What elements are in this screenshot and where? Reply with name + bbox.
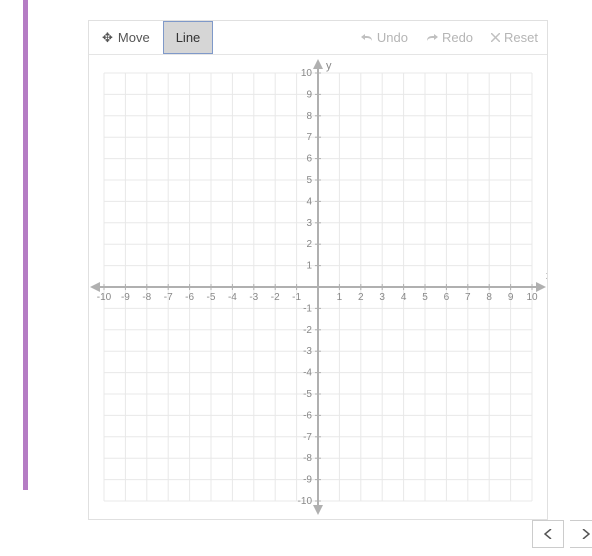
svg-text:-5: -5	[207, 292, 216, 303]
svg-text:-3: -3	[249, 292, 258, 303]
svg-text:1: 1	[306, 261, 312, 272]
caret-right-icon	[582, 529, 590, 539]
svg-text:-2: -2	[271, 292, 280, 303]
line-tool-button[interactable]: Line	[163, 21, 214, 54]
svg-text:-1: -1	[292, 292, 301, 303]
reset-label: Reset	[504, 30, 538, 45]
undo-icon	[361, 33, 373, 43]
svg-text:-5: -5	[303, 389, 312, 400]
svg-text:5: 5	[306, 175, 312, 186]
svg-text:1: 1	[337, 292, 343, 303]
svg-text:9: 9	[306, 89, 312, 100]
move-tool-button[interactable]: ✥ Move	[89, 21, 163, 54]
svg-text:4: 4	[306, 196, 312, 207]
svg-text:3: 3	[379, 292, 385, 303]
accent-rail	[23, 0, 28, 490]
coordinate-plane[interactable]: -10 -9 -8 -7 -6 -5 -4 -3 -2 -1 1 2 3 4 5 6 7 8 9 10 10 9 8 7 6 5 4…	[89, 55, 547, 519]
undo-label: Undo	[377, 30, 408, 45]
svg-text:-8: -8	[303, 453, 312, 464]
redo-button[interactable]: Redo	[417, 21, 482, 54]
svg-text:-9: -9	[303, 475, 312, 486]
undo-button[interactable]: Undo	[352, 21, 417, 54]
svg-text:10: 10	[301, 68, 313, 79]
svg-text:8: 8	[306, 111, 312, 122]
svg-text:-4: -4	[303, 368, 312, 379]
reset-button[interactable]: Reset	[482, 21, 547, 54]
svg-text:3: 3	[306, 218, 312, 229]
svg-text:-7: -7	[164, 292, 173, 303]
caret-left-icon	[544, 529, 552, 539]
svg-text:-10: -10	[298, 496, 313, 507]
svg-text:-8: -8	[142, 292, 151, 303]
redo-icon	[426, 33, 438, 43]
svg-text:5: 5	[422, 292, 428, 303]
svg-text:-6: -6	[303, 410, 312, 421]
reset-icon	[491, 33, 500, 42]
svg-text:8: 8	[486, 292, 492, 303]
move-icon: ✥	[102, 31, 113, 44]
line-tool-label: Line	[176, 30, 201, 45]
svg-text:-6: -6	[185, 292, 194, 303]
svg-text:6: 6	[306, 154, 312, 165]
svg-text:y: y	[326, 60, 332, 72]
move-tool-label: Move	[118, 30, 150, 45]
svg-text:-7: -7	[303, 432, 312, 443]
svg-text:9: 9	[508, 292, 514, 303]
tool-group-right: Undo Redo Reset	[352, 21, 547, 54]
svg-text:-4: -4	[228, 292, 237, 303]
next-page-button[interactable]	[570, 520, 592, 548]
svg-text:-2: -2	[303, 325, 312, 336]
prev-page-button[interactable]	[532, 520, 564, 548]
redo-label: Redo	[442, 30, 473, 45]
svg-text:2: 2	[358, 292, 364, 303]
svg-text:-1: -1	[303, 303, 312, 314]
graph-panel: ✥ Move Line Undo Redo Reset -10-9-8-7-6-…	[88, 20, 548, 520]
svg-text:6: 6	[444, 292, 450, 303]
grid-svg: -10 -9 -8 -7 -6 -5 -4 -3 -2 -1 1 2 3 4 5 6 7 8 9 10 10 9 8 7 6 5 4…	[89, 55, 547, 519]
svg-text:7: 7	[306, 132, 312, 143]
svg-text:-3: -3	[303, 346, 312, 357]
svg-text:-10: -10	[97, 292, 112, 303]
graph-toolbar: ✥ Move Line Undo Redo Reset	[89, 21, 547, 55]
svg-text:-9: -9	[121, 292, 130, 303]
svg-text:4: 4	[401, 292, 407, 303]
tool-group-left: ✥ Move Line	[89, 21, 213, 54]
svg-text:7: 7	[465, 292, 471, 303]
svg-text:2: 2	[306, 239, 312, 250]
svg-text:x: x	[546, 270, 547, 282]
svg-text:10: 10	[526, 292, 538, 303]
